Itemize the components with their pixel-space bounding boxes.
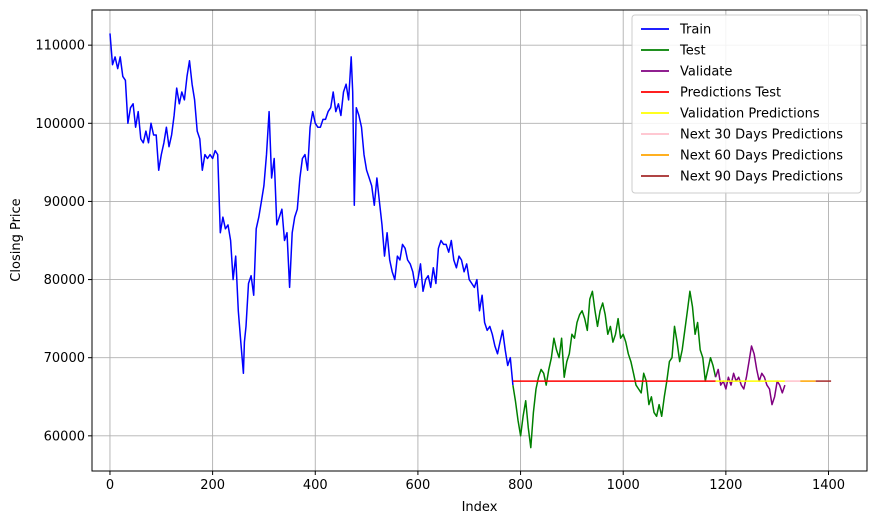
series-line-validate xyxy=(714,345,786,406)
legend-box xyxy=(631,14,862,194)
legend-label: Next 90 Days Predictions xyxy=(680,170,843,185)
x-tick-label: 200 xyxy=(200,478,225,493)
legend-label: Test xyxy=(679,44,706,59)
x-tick-label: 600 xyxy=(405,478,430,493)
legend-label: Next 30 Days Predictions xyxy=(680,128,843,143)
legend-label: Predictions Test xyxy=(680,86,781,101)
x-axis-ticks: 0 200 400 600 800 1000 1200 1400 xyxy=(106,471,845,493)
x-tick-label: 800 xyxy=(508,478,533,493)
series-line-test xyxy=(512,290,717,449)
grid xyxy=(92,10,867,471)
y-tick-label: 80000 xyxy=(44,273,85,288)
x-tick-label: 1200 xyxy=(709,478,742,493)
x-tick-label: 1400 xyxy=(812,478,845,493)
y-tick-label: 90000 xyxy=(44,195,85,210)
y-tick-label: 70000 xyxy=(44,351,85,366)
legend-label: Validation Predictions xyxy=(680,107,820,122)
y-axis-ticks: 60000 70000 80000 90000 100000 110000 xyxy=(35,39,92,444)
plot-frame xyxy=(91,9,868,472)
legend-label: Train xyxy=(679,23,711,38)
legend-label: Next 60 Days Predictions xyxy=(680,149,843,164)
series-lines xyxy=(109,33,832,449)
x-tick-label: 400 xyxy=(303,478,328,493)
x-axis-title: Index xyxy=(462,500,498,515)
legend: Train Test Validate Predictions Test Validat… xyxy=(631,14,862,194)
x-tick-label: 1000 xyxy=(607,478,640,493)
x-tick-label: 0 xyxy=(106,478,114,493)
legend-label: Validate xyxy=(680,65,732,80)
y-tick-label: 100000 xyxy=(35,117,85,132)
y-tick-label: 110000 xyxy=(35,39,85,54)
y-tick-label: 60000 xyxy=(44,429,85,444)
y-axis-title: Closing Price xyxy=(9,198,24,281)
series-line-train xyxy=(109,33,514,386)
